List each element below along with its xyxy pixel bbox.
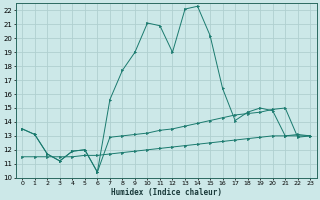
- X-axis label: Humidex (Indice chaleur): Humidex (Indice chaleur): [111, 188, 222, 197]
